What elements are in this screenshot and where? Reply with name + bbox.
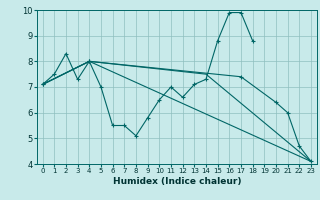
X-axis label: Humidex (Indice chaleur): Humidex (Indice chaleur) xyxy=(113,177,241,186)
